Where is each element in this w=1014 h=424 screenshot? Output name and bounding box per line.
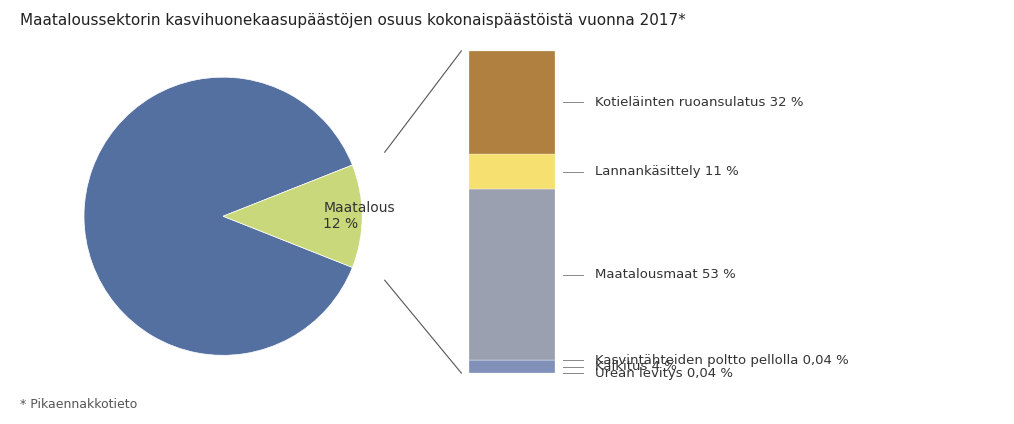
Text: Kasvintähteiden poltto pellolla 0,04 %: Kasvintähteiden poltto pellolla 0,04 %: [595, 354, 849, 366]
Bar: [468, 51, 556, 154]
Bar: [468, 154, 556, 190]
Text: Urean levitys 0,04 %: Urean levitys 0,04 %: [595, 367, 733, 379]
Bar: [468, 190, 556, 360]
Wedge shape: [223, 165, 362, 268]
Bar: [468, 360, 556, 373]
Text: Kotieläinten ruoansulatus 32 %: Kotieläinten ruoansulatus 32 %: [595, 96, 803, 109]
Text: Maataloussektorin kasvihuonekaasupäästöjen osuus kokonaispäästöistä vuonna 2017*: Maataloussektorin kasvihuonekaasupäästöj…: [20, 13, 686, 28]
Text: Kalkitus 4 %: Kalkitus 4 %: [595, 360, 676, 373]
Text: Maatalous
12 %: Maatalous 12 %: [323, 201, 394, 232]
Text: Maatalousmaat 53 %: Maatalousmaat 53 %: [595, 268, 736, 281]
Wedge shape: [84, 77, 353, 355]
Text: Lannankäsittely 11 %: Lannankäsittely 11 %: [595, 165, 739, 178]
Text: * Pikaennakkotieto: * Pikaennakkotieto: [20, 398, 138, 411]
